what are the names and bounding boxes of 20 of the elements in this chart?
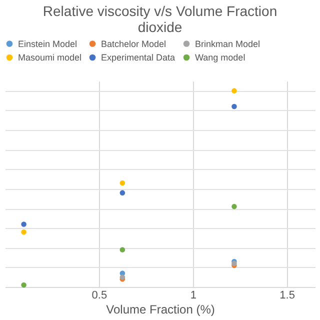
legend-label: Brinkman Model: [195, 38, 260, 49]
x-axis-title: Volume Fraction (%): [106, 302, 215, 316]
x-tick-label: 0.5: [92, 290, 108, 302]
x-tick-label: 1.5: [280, 290, 295, 302]
point: [21, 222, 26, 227]
point: [120, 180, 126, 186]
point: [21, 229, 26, 235]
chart-title: Relative viscosity v/s Volume Fraction dioxide: [42, 3, 278, 35]
legend-label: Wang model: [195, 52, 246, 62]
x-tick-label: 1: [190, 290, 196, 302]
point: [232, 104, 237, 110]
legend-label: Einstein Model: [18, 38, 78, 49]
legend-label: Masoumi model: [18, 52, 82, 62]
legend-label: Experimental Data: [101, 52, 176, 62]
point: [21, 282, 26, 288]
point: [232, 88, 237, 94]
point: [120, 190, 126, 196]
point: [120, 247, 126, 252]
legend-label: Batchelor Model: [101, 38, 166, 49]
point: [232, 204, 237, 210]
